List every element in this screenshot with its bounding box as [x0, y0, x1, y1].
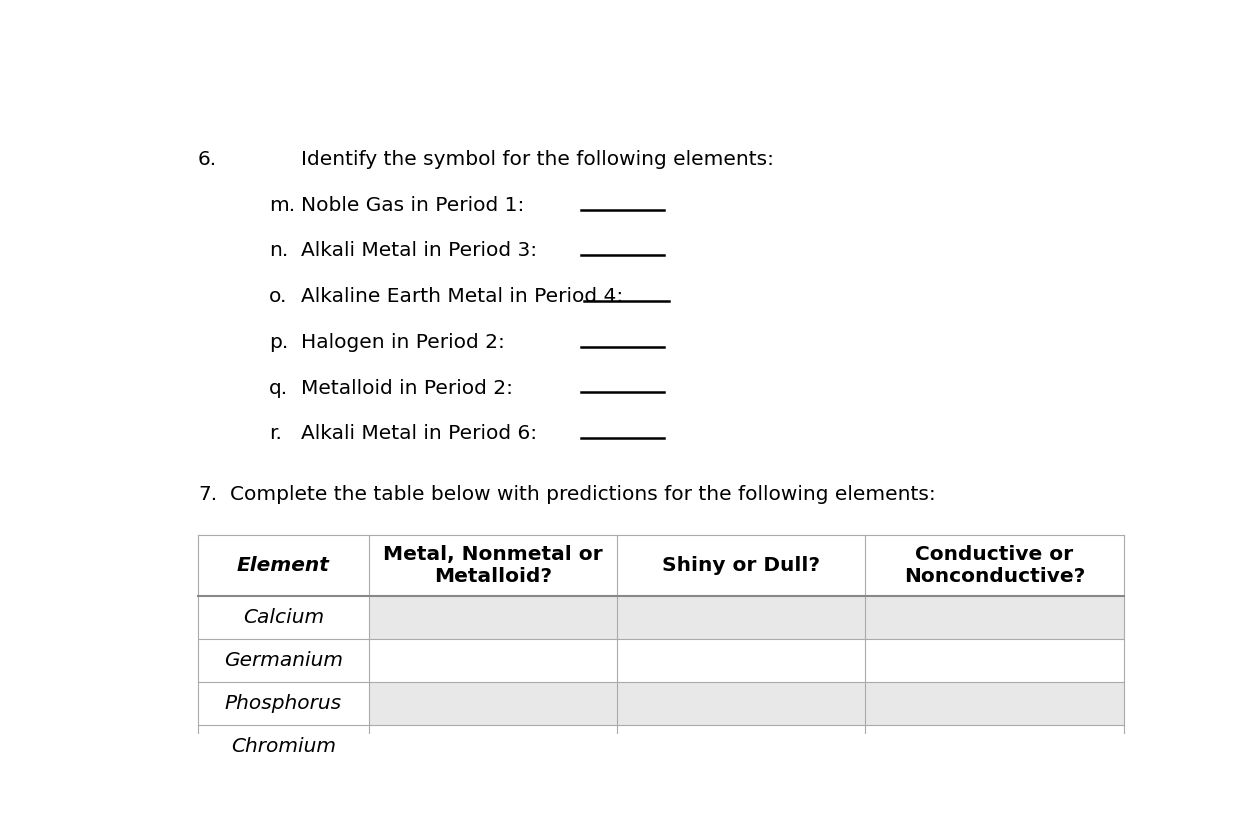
Text: p.: p.: [269, 332, 288, 351]
Bar: [199, 639, 368, 682]
Text: Alkali Metal in Period 6:: Alkali Metal in Period 6:: [302, 424, 538, 443]
Bar: [865, 596, 1124, 639]
Text: Halogen in Period 2:: Halogen in Period 2:: [302, 332, 505, 351]
Text: Metal, Nonmetal or
Metalloid?: Metal, Nonmetal or Metalloid?: [383, 545, 602, 586]
Text: Alkaline Earth Metal in Period 4:: Alkaline Earth Metal in Period 4:: [302, 287, 623, 306]
Text: q.: q.: [269, 379, 288, 398]
Text: o.: o.: [269, 287, 288, 306]
Text: Calcium: Calcium: [243, 608, 324, 627]
Bar: [617, 639, 865, 682]
Text: Complete the table below with predictions for the following elements:: Complete the table below with prediction…: [230, 484, 936, 503]
Text: Identify the symbol for the following elements:: Identify the symbol for the following el…: [302, 150, 774, 169]
Text: 6.: 6.: [199, 150, 217, 169]
Text: Alkali Metal in Period 3:: Alkali Metal in Period 3:: [302, 241, 538, 261]
Bar: [368, 639, 617, 682]
Text: n.: n.: [269, 241, 288, 261]
Text: r.: r.: [269, 424, 282, 443]
Text: m.: m.: [269, 196, 295, 214]
Text: Metalloid in Period 2:: Metalloid in Period 2:: [302, 379, 513, 398]
Bar: [865, 725, 1124, 769]
Bar: [199, 682, 368, 725]
Bar: [617, 725, 865, 769]
Bar: [865, 639, 1124, 682]
Text: Chromium: Chromium: [231, 738, 336, 757]
Text: Element: Element: [236, 556, 329, 575]
Bar: [199, 725, 368, 769]
Bar: [617, 596, 865, 639]
Bar: [199, 596, 368, 639]
Text: Shiny or Dull?: Shiny or Dull?: [662, 556, 820, 575]
Text: Phosphorus: Phosphorus: [225, 695, 342, 714]
Bar: [865, 682, 1124, 725]
Bar: [368, 725, 617, 769]
Bar: [617, 682, 865, 725]
Text: Noble Gas in Period 1:: Noble Gas in Period 1:: [302, 196, 524, 214]
Bar: [199, 535, 1124, 596]
Text: Germanium: Germanium: [224, 651, 343, 670]
Text: Conductive or
Nonconductive?: Conductive or Nonconductive?: [904, 545, 1085, 586]
Bar: [368, 682, 617, 725]
Text: 7.: 7.: [199, 484, 217, 503]
Bar: [368, 596, 617, 639]
